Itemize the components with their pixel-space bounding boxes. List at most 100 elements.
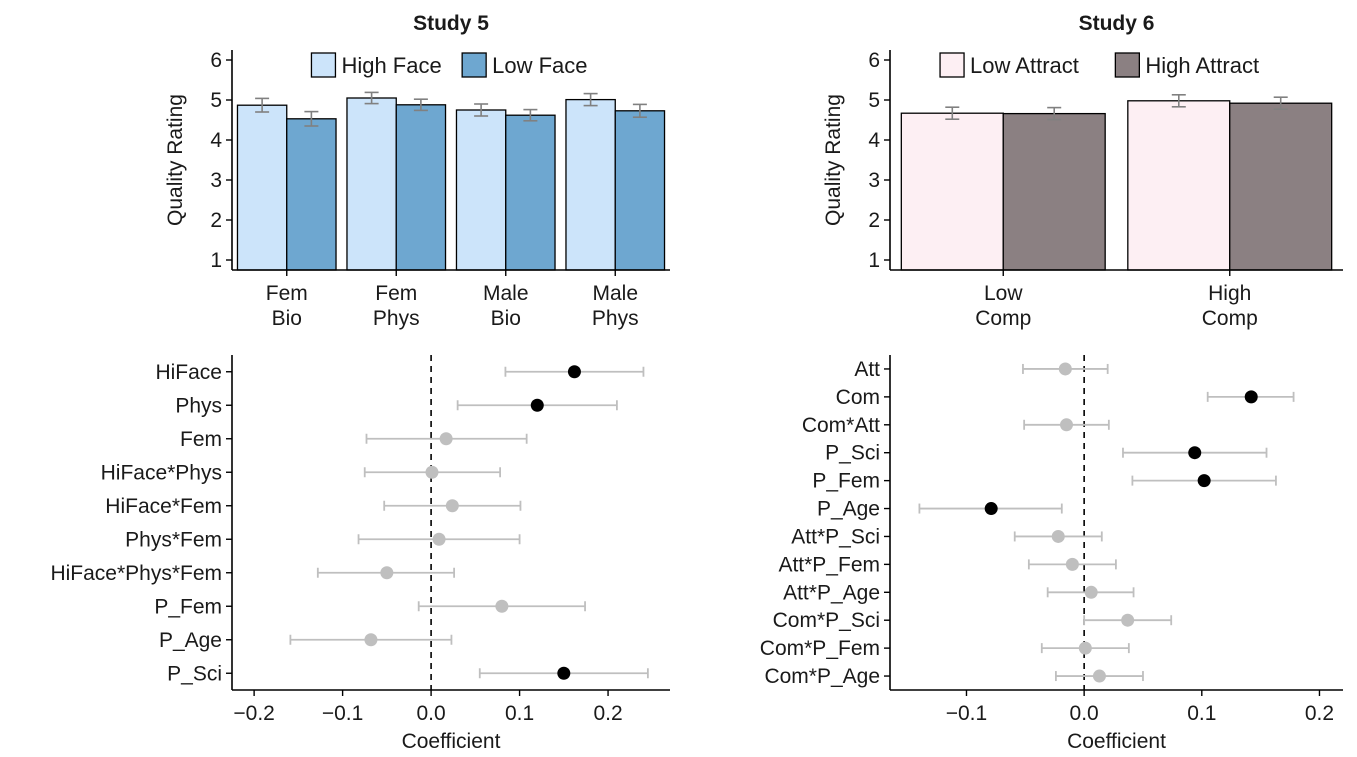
- y-tick-label: 1: [210, 249, 222, 272]
- point-estimate: [432, 532, 446, 546]
- x-tick-label: Phys: [592, 307, 639, 330]
- y-tick-label: Fem: [180, 428, 222, 451]
- legend-label: High Attract: [1145, 53, 1259, 78]
- x-tick-label: Male: [483, 282, 529, 305]
- x-tick-label: Fem: [266, 282, 308, 305]
- y-tick-label: HiFace: [155, 361, 222, 384]
- y-tick-label: P_Fem: [154, 595, 222, 618]
- point-estimate: [984, 502, 998, 516]
- x-tick-label: Bio: [491, 307, 521, 330]
- point-estimate: [1065, 557, 1079, 571]
- point-estimate: [1059, 418, 1073, 432]
- point-estimate: [1244, 390, 1258, 404]
- x-tick-label: 0.0: [1070, 702, 1099, 725]
- y-axis-label: Quality Rating: [164, 94, 187, 226]
- bar: [505, 114, 556, 271]
- legend-label: Low Face: [492, 53, 587, 78]
- point-estimate: [495, 599, 509, 613]
- bar: [565, 98, 616, 271]
- legend-label: High Face: [341, 53, 441, 78]
- x-axis-label: Coefficient: [1067, 730, 1166, 753]
- bar: [1229, 102, 1333, 271]
- y-tick-label: P_Sci: [825, 442, 880, 465]
- y-tick-label: P_Age: [159, 629, 222, 652]
- point-estimate: [1121, 613, 1135, 627]
- y-tick-label: 3: [210, 169, 222, 192]
- chart-title: Study 5: [413, 12, 489, 35]
- y-tick-label: Com*P_Sci: [773, 609, 880, 632]
- x-tick-label: 0.2: [593, 702, 622, 725]
- x-axis-label: Coefficient: [402, 730, 501, 753]
- y-tick-label: Att: [854, 358, 880, 381]
- x-tick-label: Bio: [272, 307, 302, 330]
- bar: [455, 109, 507, 271]
- x-tick-label: −0.1: [322, 702, 363, 725]
- x-tick-label: Fem: [375, 282, 417, 305]
- bar: [236, 104, 288, 271]
- y-tick-label: P_Sci: [167, 662, 222, 685]
- y-tick-label: 5: [868, 89, 880, 112]
- x-tick-label: Comp: [1202, 307, 1258, 330]
- y-tick-label: P_Age: [817, 498, 880, 521]
- y-tick-label: 2: [210, 209, 222, 232]
- y-tick-label: 6: [210, 49, 222, 72]
- y-tick-label: 6: [868, 49, 880, 72]
- x-tick-label: 0.1: [1187, 702, 1216, 725]
- bar-chart-1: [226, 50, 670, 276]
- bar: [900, 112, 1004, 271]
- x-tick-label: Comp: [975, 307, 1031, 330]
- y-tick-label: Att*P_Age: [783, 581, 880, 604]
- chart-title: Study 6: [1079, 12, 1155, 35]
- y-tick-label: 4: [210, 129, 222, 152]
- bar: [614, 110, 666, 271]
- point-estimate: [1078, 641, 1092, 655]
- y-tick-label: Att*P_Sci: [791, 525, 880, 548]
- y-tick-label: Com*P_Age: [764, 665, 880, 688]
- coefficient-plot-2: [884, 355, 1343, 696]
- x-tick-label: −0.2: [233, 702, 274, 725]
- y-tick-label: Com: [836, 386, 880, 409]
- point-estimate: [567, 365, 581, 379]
- y-tick-label: 1: [868, 249, 880, 272]
- bar-chart-2: [884, 50, 1343, 276]
- point-estimate: [445, 499, 459, 513]
- bar: [1002, 112, 1106, 271]
- y-tick-label: HiFace*Fem: [105, 495, 222, 518]
- legend-swatch: [1114, 52, 1140, 78]
- bar: [346, 97, 397, 271]
- bar: [1127, 100, 1231, 271]
- legend-swatch: [310, 52, 337, 78]
- point-estimate: [557, 666, 571, 680]
- y-tick-label: Com*P_Fem: [760, 637, 880, 660]
- y-axis-label: Quality Rating: [822, 94, 845, 226]
- x-tick-label: Low: [984, 282, 1023, 305]
- x-tick-label: 0.2: [1305, 702, 1334, 725]
- y-tick-label: Phys*Fem: [125, 528, 222, 551]
- bar: [286, 118, 337, 271]
- x-tick-label: Male: [592, 282, 638, 305]
- point-estimate: [425, 465, 439, 479]
- point-estimate: [1084, 585, 1098, 599]
- coefficient-plot-1: [226, 355, 670, 696]
- y-tick-label: P_Fem: [812, 470, 880, 493]
- point-estimate: [1051, 529, 1065, 543]
- point-estimate: [1092, 669, 1106, 683]
- y-tick-label: HiFace*Phys*Fem: [50, 562, 222, 585]
- point-estimate: [439, 432, 453, 446]
- point-estimate: [1188, 446, 1202, 460]
- point-estimate: [364, 633, 378, 647]
- bar: [395, 104, 447, 271]
- y-tick-label: Phys: [175, 394, 222, 417]
- x-tick-label: −0.1: [946, 702, 987, 725]
- y-tick-label: 2: [868, 209, 880, 232]
- y-tick-label: 5: [210, 89, 222, 112]
- y-tick-label: Att*P_Fem: [778, 553, 880, 576]
- x-tick-label: Phys: [373, 307, 420, 330]
- legend-swatch: [939, 52, 965, 78]
- x-tick-label: 0.0: [416, 702, 445, 725]
- y-tick-label: Com*Att: [802, 414, 880, 437]
- y-tick-label: 3: [868, 169, 880, 192]
- x-tick-label: 0.1: [505, 702, 534, 725]
- point-estimate: [1058, 362, 1072, 376]
